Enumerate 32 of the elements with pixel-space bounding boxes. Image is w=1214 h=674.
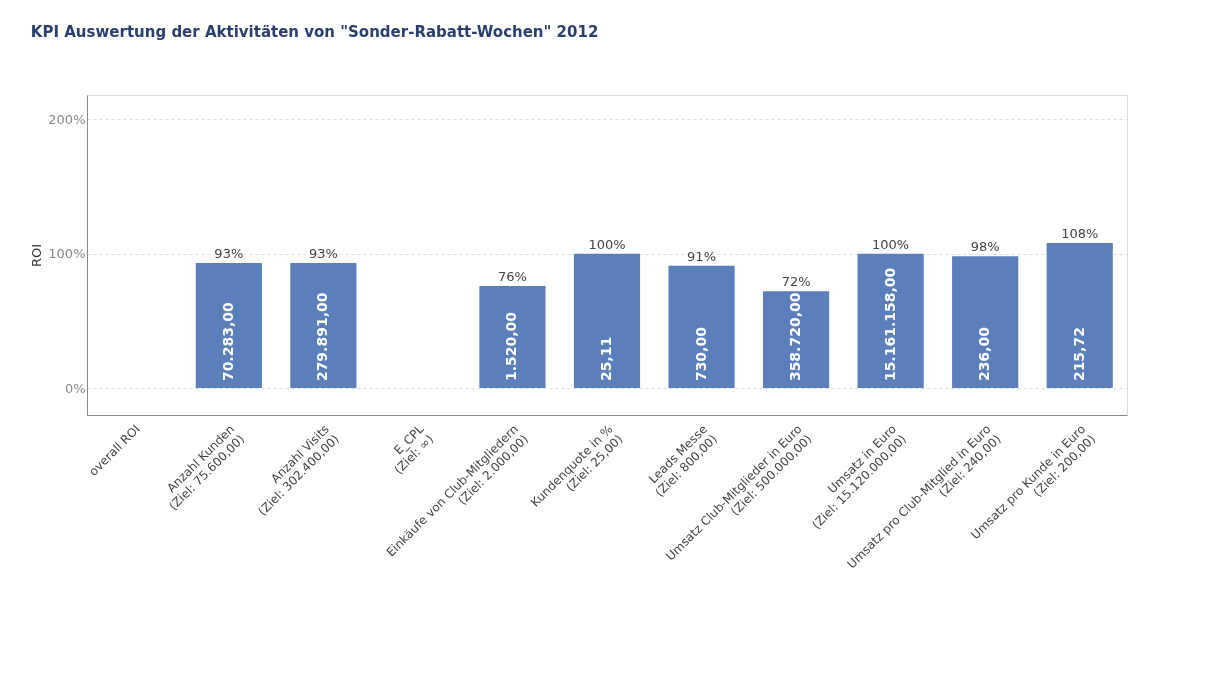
chart-title: KPI Auswertung der Aktivitäten von "Sonder-Rabatt-Wochen" 2012	[30, 23, 599, 41]
bar	[479, 285, 546, 389]
data-label: 76%	[498, 268, 527, 284]
bar	[195, 263, 262, 389]
data-label: 93%	[308, 246, 338, 262]
annotation: 25,11	[598, 336, 614, 382]
annotation: 70.283,00	[219, 302, 236, 382]
data-label: 72%	[781, 274, 811, 290]
bar	[763, 291, 830, 389]
data-label: 108%	[1061, 225, 1099, 241]
data-label: 100%	[872, 236, 910, 252]
bar	[1046, 242, 1113, 389]
annotation: 236,00	[976, 326, 993, 382]
data-label: 91%	[687, 248, 716, 264]
annotation: 279.891,00	[314, 292, 331, 382]
y-tick-label: 100%	[48, 246, 86, 262]
bar	[573, 253, 641, 389]
annotation: 358.720,00	[787, 292, 804, 382]
annotation: 215,72	[1070, 327, 1087, 382]
annotation: 730,00	[692, 326, 709, 382]
annotation: 15.161.158,00	[881, 267, 898, 382]
bar	[290, 263, 357, 389]
data-label: 93%	[214, 246, 244, 262]
y-axis-title: ROI	[29, 243, 45, 268]
bar	[668, 265, 735, 389]
bar	[952, 256, 1019, 389]
data-label: 100%	[588, 236, 626, 252]
y-tick-label: 200%	[48, 111, 86, 127]
y-tick-label: 0%	[64, 380, 86, 396]
data-label: 98%	[970, 239, 1000, 255]
annotation: 1.520,00	[503, 311, 520, 382]
bar	[857, 253, 924, 389]
